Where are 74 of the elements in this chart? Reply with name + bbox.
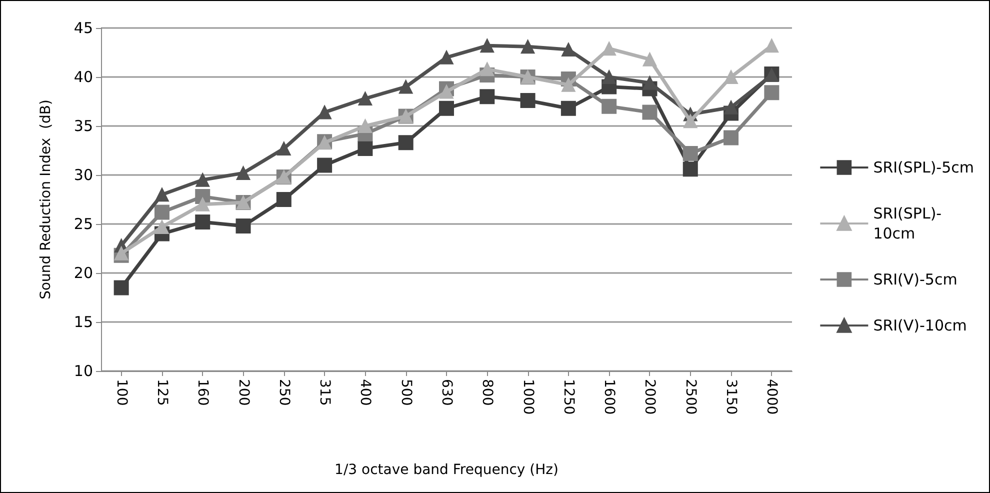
point [154, 188, 169, 202]
y-tick-label: 10 [74, 362, 93, 380]
point [682, 146, 698, 161]
point [236, 166, 250, 180]
point [318, 105, 332, 120]
point [114, 280, 129, 296]
point [439, 100, 454, 116]
point [440, 84, 454, 99]
point [602, 70, 616, 84]
point [358, 92, 372, 106]
point [683, 114, 698, 128]
x-tick-label: 1000 [520, 379, 536, 415]
point [154, 204, 170, 220]
y-tick-label: 15 [74, 313, 93, 331]
legend-label: SRI(SPL)- 10cm [873, 204, 942, 242]
point [398, 80, 413, 94]
point [480, 62, 494, 76]
point [764, 85, 780, 100]
y-tick-label: 25 [74, 215, 93, 233]
point [196, 172, 210, 187]
x-tick-label: 4000 [764, 379, 780, 415]
y-tick-label: 35 [74, 117, 93, 135]
x-tick-label: 250 [276, 379, 292, 406]
legend-label: SRI(V)-5cm [873, 270, 958, 288]
y-tick-label: 30 [74, 166, 93, 184]
x-tick-label: 315 [316, 379, 333, 406]
point [561, 78, 576, 92]
y-axis-title: Sound Reduction Index (dB) [38, 100, 54, 300]
point [480, 89, 495, 104]
point [724, 130, 739, 146]
x-tick-label: 1250 [560, 379, 576, 415]
point [236, 218, 251, 234]
point [724, 70, 738, 84]
x-axis-title: 1/3 octave band Frequency (Hz) [334, 462, 558, 478]
point [724, 100, 738, 114]
x-tick-label: 630 [438, 379, 454, 406]
point [317, 158, 332, 173]
x-tick-label: 500 [398, 379, 414, 406]
point [602, 98, 617, 114]
x-tick-label: 100 [113, 379, 130, 406]
x-tick-label: 800 [479, 379, 496, 406]
x-tick-label: 125 [154, 379, 170, 406]
x-tick-label: 200 [235, 379, 252, 406]
point [276, 142, 291, 156]
point [682, 162, 698, 177]
legend-label: SRI(V)-10cm [873, 316, 967, 334]
x-tick-label: 160 [194, 379, 211, 406]
x-tick-label: 400 [357, 379, 374, 406]
point [276, 192, 292, 207]
point [440, 50, 454, 64]
point [560, 100, 576, 116]
point [154, 220, 169, 234]
legend-label: SRI(SPL)-5cm [873, 158, 974, 176]
point [480, 38, 494, 53]
point [520, 40, 535, 54]
point [195, 214, 210, 230]
y-tick-label: 40 [74, 68, 93, 86]
point [398, 135, 414, 150]
point [561, 42, 576, 57]
point [764, 38, 779, 53]
x-tick-label: 2000 [642, 379, 658, 415]
x-tick-label: 1600 [601, 379, 618, 415]
point [642, 76, 657, 90]
point [642, 52, 657, 66]
point [358, 119, 372, 133]
y-tick-label: 45 [74, 19, 93, 37]
point [602, 42, 616, 56]
y-tick-label: 20 [74, 264, 93, 282]
point [642, 104, 658, 120]
point [358, 141, 373, 156]
x-tick-label: 2500 [682, 379, 698, 415]
x-tick-label: 3150 [723, 379, 740, 415]
point [520, 93, 536, 108]
point [196, 197, 210, 212]
